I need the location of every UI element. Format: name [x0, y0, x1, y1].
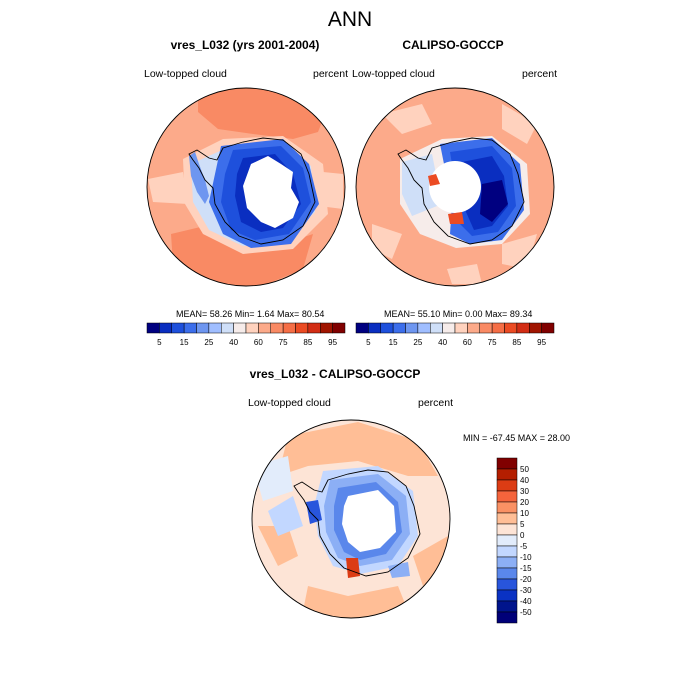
panel-1-variable-label: Low-topped cloud	[144, 68, 227, 80]
panel-3-title: vres_L032 - CALIPSO-GOCCP	[249, 367, 421, 381]
colorbar-box	[368, 322, 381, 334]
colorbar-tick-label: 85	[303, 338, 312, 347]
colorbar-box	[159, 322, 172, 334]
colorbar-tick-label: 40	[520, 476, 529, 485]
colorbar-tick-label: 85	[512, 338, 521, 347]
panel-3-stats: MIN = -67.45 MAX = 28.00	[463, 433, 571, 443]
colorbar-box	[171, 322, 185, 334]
colorbar-box	[467, 322, 480, 334]
panel-1-colorbar: 5 15 25 40 60 75 85 95	[146, 322, 346, 347]
colorbar-box	[541, 322, 555, 334]
colorbar-box	[233, 322, 247, 334]
panel-3-map	[251, 419, 451, 619]
colorbar-tick-label: 5	[366, 338, 371, 347]
panel-2-title: CALIPSO-GOCCP	[402, 38, 504, 52]
colorbar-tick-label: -20	[520, 575, 532, 584]
colorbar-box	[491, 322, 505, 334]
colorbar-box	[496, 490, 518, 503]
colorbar-box	[417, 322, 431, 334]
colorbar-tick-label: 10	[520, 509, 529, 518]
colorbar-tick-label: -30	[520, 586, 532, 595]
panel-2-variable-label: Low-topped cloud	[352, 68, 435, 80]
panel-2-units-label: percent	[522, 68, 558, 80]
panel-2-stats: MEAN= 55.10 Min= 0.00 Max= 89.34	[384, 309, 533, 319]
colorbar-box	[146, 322, 160, 334]
colorbar-box	[332, 322, 346, 334]
colorbar-tick-label: 15	[180, 338, 189, 347]
colorbar-tick-label: 30	[520, 487, 529, 496]
colorbar-box	[479, 322, 493, 334]
colorbar-box	[516, 322, 530, 334]
colorbar-box	[221, 322, 234, 334]
colorbar-box	[504, 322, 518, 334]
colorbar-tick-label: -10	[520, 553, 532, 562]
colorbar-box	[405, 322, 419, 334]
colorbar-box	[307, 322, 321, 334]
colorbar-box	[320, 322, 333, 334]
colorbar-tick-label: 15	[389, 338, 398, 347]
colorbar-tick-label: 75	[279, 338, 288, 347]
colorbar-tick-label: -5	[520, 542, 528, 551]
colorbar-box	[496, 600, 518, 613]
colorbar-box	[270, 322, 284, 334]
panel-1-title: vres_L032 (yrs 2001-2004)	[170, 38, 320, 52]
colorbar-box	[496, 556, 518, 569]
colorbar-tick-label: 40	[438, 338, 447, 347]
colorbar-tick-label: -40	[520, 597, 532, 606]
colorbar-box	[496, 479, 518, 492]
colorbar-tick-label: 60	[463, 338, 472, 347]
colorbar-tick-label: 5	[520, 520, 525, 529]
colorbar-tick-label: 5	[157, 338, 162, 347]
colorbar-box	[496, 567, 518, 580]
colorbar-tick-label: -50	[520, 608, 532, 617]
colorbar-box	[183, 322, 197, 334]
colorbar-box	[496, 468, 518, 481]
colorbar-box	[380, 322, 394, 334]
colorbar-box	[496, 578, 518, 591]
colorbar-box	[392, 322, 406, 334]
colorbar-tick-label: 75	[488, 338, 497, 347]
colorbar-box	[496, 512, 518, 525]
colorbar-box	[496, 545, 518, 558]
main-title: ANN	[327, 8, 373, 31]
panel-2-colorbar: 5 15 25 40 60 75 85 95	[355, 322, 555, 347]
colorbar-tick-label: 40	[229, 338, 238, 347]
colorbar-box	[442, 322, 456, 334]
colorbar-tick-label: -15	[520, 564, 532, 573]
colorbar-tick-label: 25	[413, 338, 422, 347]
colorbar-box	[496, 457, 518, 470]
panel-1-stats: MEAN= 58.26 Min= 1.64 Max= 80.54	[176, 309, 325, 319]
colorbar-box	[496, 501, 518, 514]
panel-2-map	[355, 87, 555, 287]
colorbar-box	[430, 322, 443, 334]
colorbar-box	[496, 523, 518, 536]
colorbar-tick-label: 95	[537, 338, 546, 347]
colorbar-tick-label: 0	[520, 531, 525, 540]
colorbar-box	[282, 322, 296, 334]
colorbar-box	[496, 611, 518, 624]
colorbar-box	[496, 589, 518, 602]
colorbar-box	[258, 322, 271, 334]
colorbar-tick-label: 50	[520, 465, 529, 474]
panel-1-units-label: percent	[313, 68, 349, 80]
panel-1-map	[146, 87, 346, 287]
colorbar-box	[295, 322, 309, 334]
colorbar-box	[196, 322, 210, 334]
colorbar-box	[208, 322, 222, 334]
colorbar-tick-label: 60	[254, 338, 263, 347]
colorbar-tick-label: 20	[520, 498, 529, 507]
colorbar-box	[355, 322, 369, 334]
colorbar-box	[454, 322, 468, 334]
colorbar-tick-label: 25	[204, 338, 213, 347]
colorbar-tick-label: 95	[328, 338, 337, 347]
panel-3-variable-label: Low-topped cloud	[248, 397, 331, 409]
colorbar-box	[245, 322, 259, 334]
colorbar-box	[496, 534, 518, 547]
panel-3-units-label: percent	[418, 397, 454, 409]
colorbar-box	[529, 322, 542, 334]
